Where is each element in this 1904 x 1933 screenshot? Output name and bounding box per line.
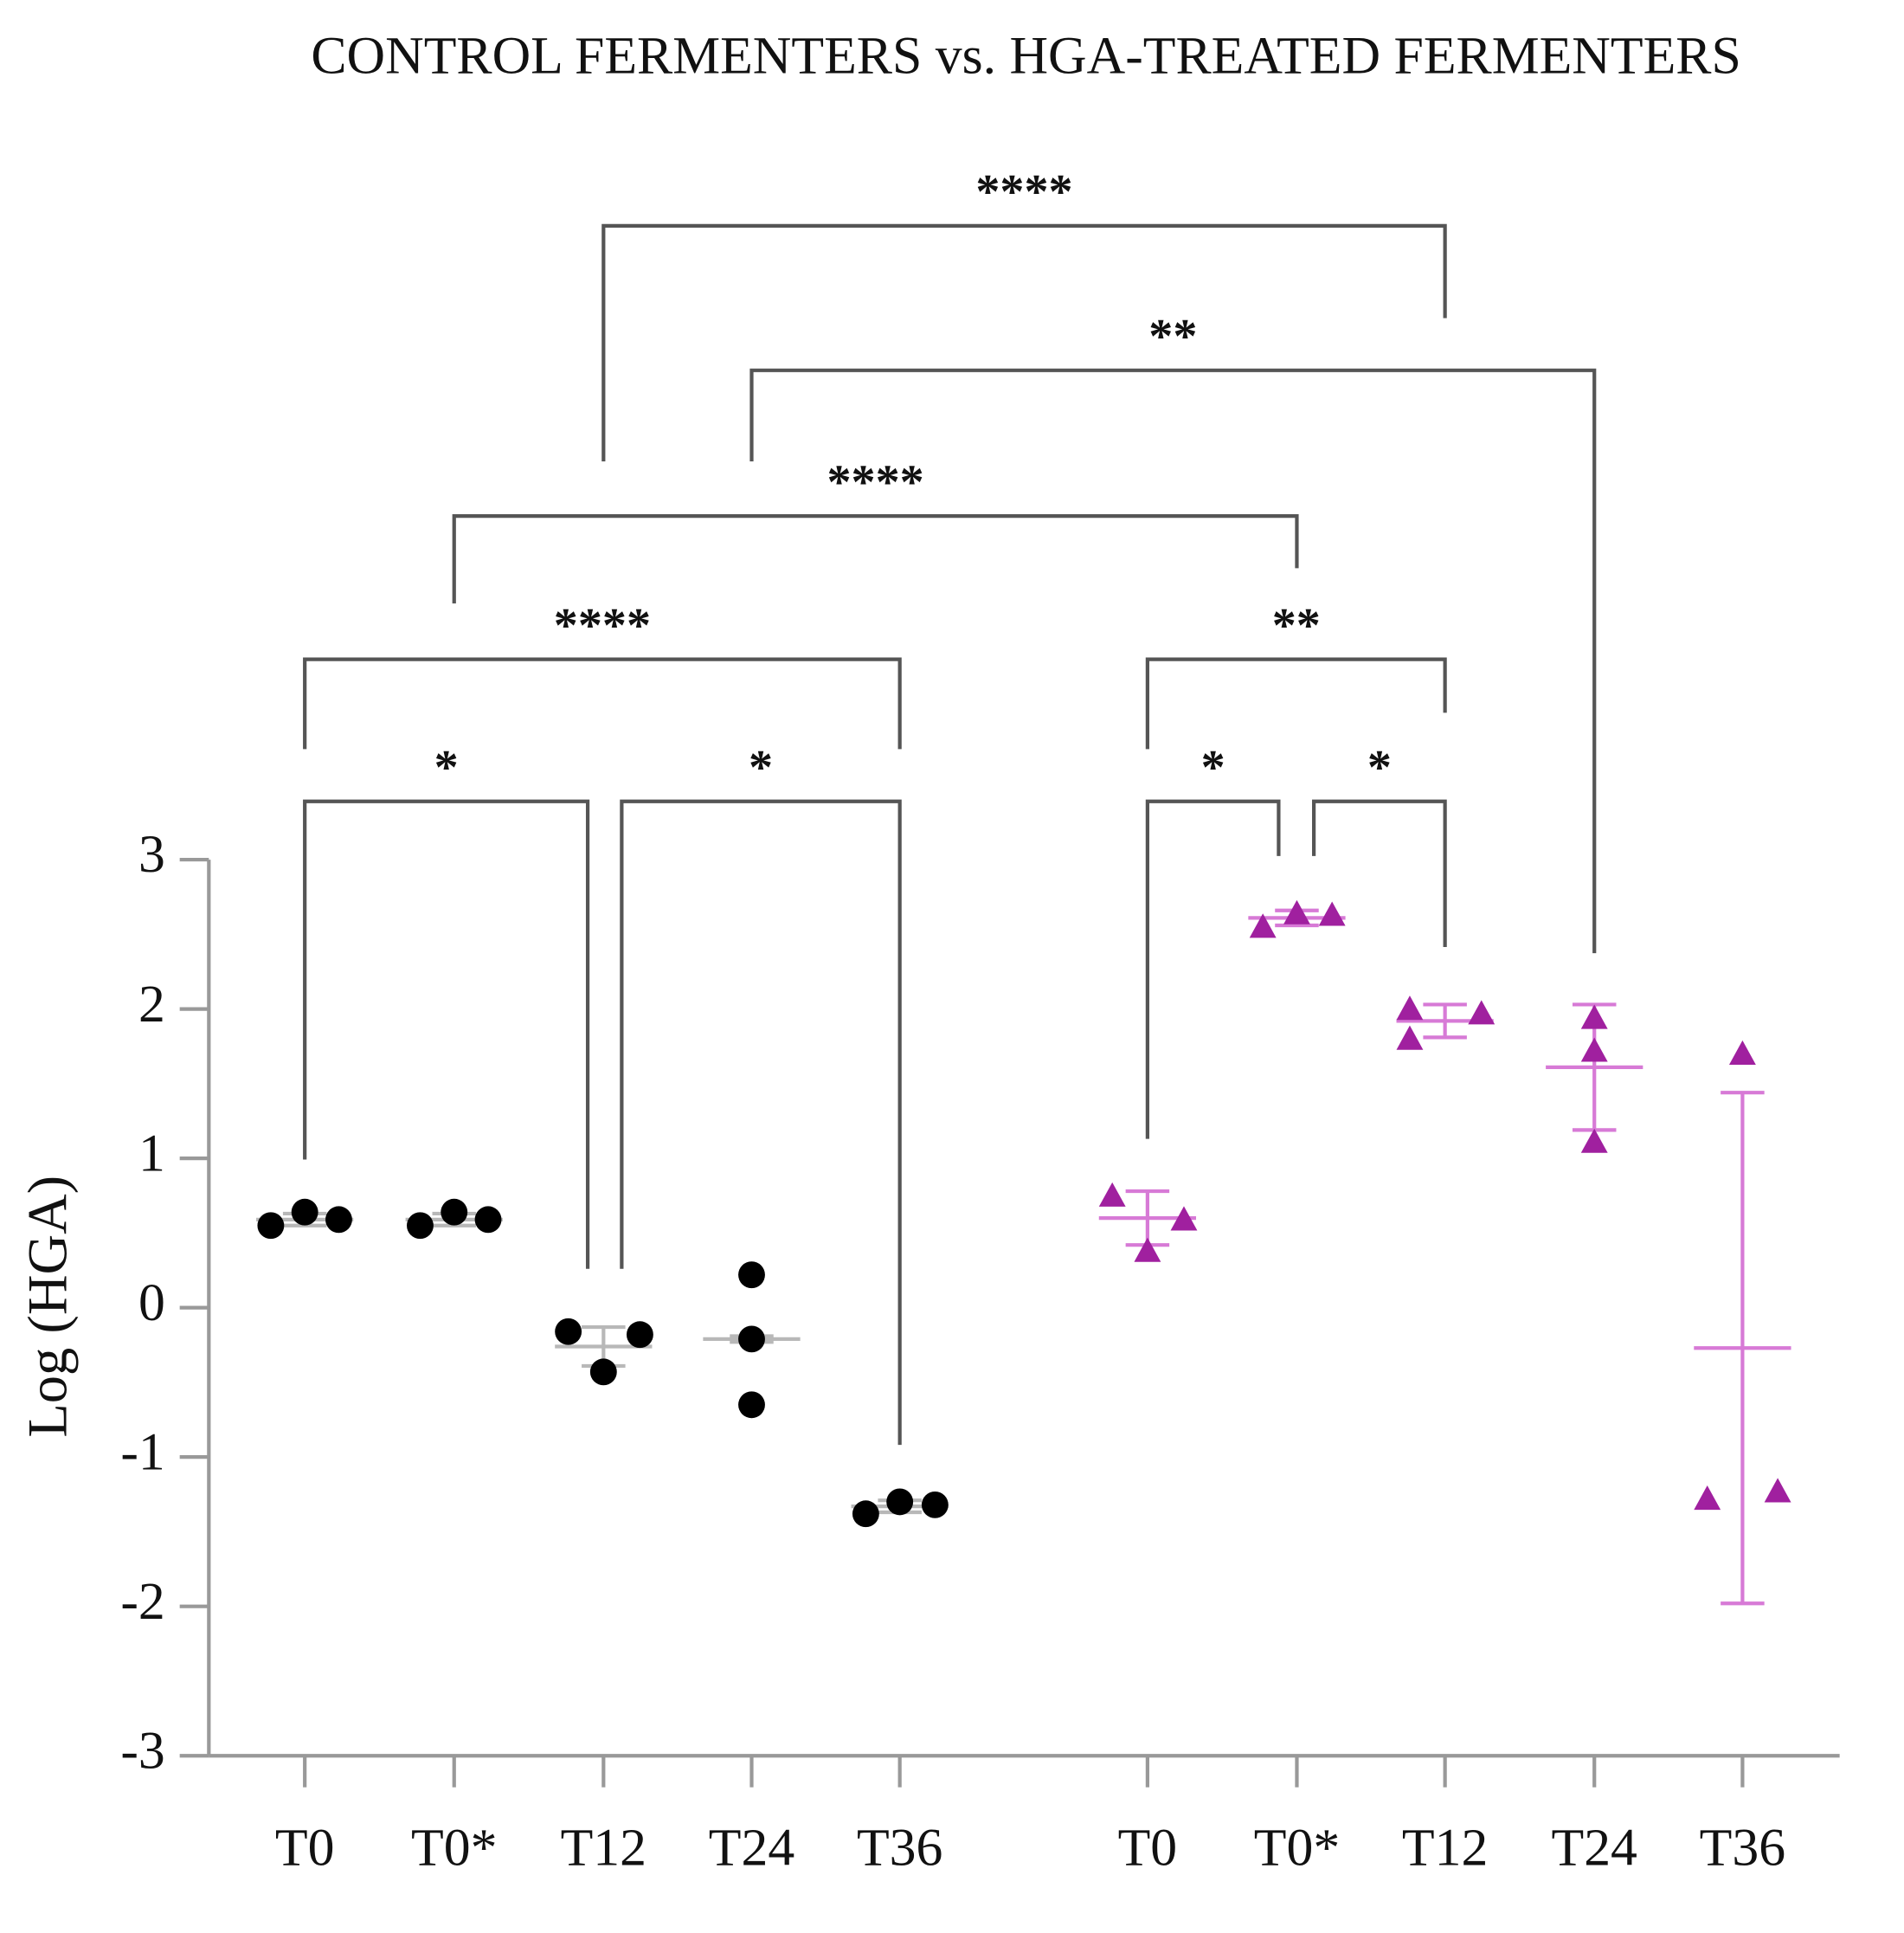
data-point [1396, 995, 1424, 1021]
significance-bracket [303, 657, 902, 750]
chart-title: CONTROL FERMENTERS vs. HGA-TREATED FERME… [311, 26, 1740, 85]
significance-bracket [1145, 799, 1281, 1139]
y-axis-label: Log (HGA) [16, 1176, 79, 1438]
data-point [852, 1500, 879, 1528]
data-point [291, 1198, 318, 1226]
data-point [1098, 1182, 1126, 1207]
significance-bracket [303, 799, 590, 1269]
significance-label: ** [1148, 310, 1197, 364]
data-point [921, 1491, 949, 1518]
significance-label: **** [827, 455, 923, 509]
data-point [555, 1318, 582, 1345]
data-point [1134, 1237, 1161, 1262]
y-tick-label: -1 [120, 1422, 164, 1481]
data-point [1764, 1478, 1791, 1503]
data-point [626, 1321, 653, 1349]
y-tick-label: 1 [138, 1124, 165, 1182]
significance-label: * [1201, 741, 1225, 795]
significance-label: * [434, 741, 459, 795]
significance-label: ** [1272, 599, 1321, 653]
x-tick-label: T24 [1552, 1819, 1637, 1878]
significance-bracket [620, 799, 902, 1446]
data-point [589, 1358, 617, 1386]
data-point [1283, 899, 1310, 925]
data-point [1580, 1037, 1608, 1062]
data-point [886, 1488, 914, 1516]
significance-bracket [749, 368, 1597, 954]
data-point [738, 1391, 765, 1419]
x-tick-label: T24 [709, 1819, 794, 1878]
x-tick-label: T0 [1118, 1819, 1178, 1878]
y-tick-label: 0 [138, 1273, 165, 1332]
data-point [441, 1198, 468, 1226]
data-point [1249, 913, 1277, 938]
significance-label: * [749, 741, 773, 795]
data-point [474, 1206, 502, 1234]
y-tick-label: 2 [138, 975, 165, 1034]
y-tick-label: -2 [120, 1572, 164, 1631]
data-point [1318, 901, 1346, 926]
data-point [738, 1325, 765, 1353]
data-point [325, 1206, 352, 1234]
significance-label: **** [554, 599, 651, 653]
data-point [1580, 1128, 1608, 1153]
x-tick-label: T0* [1254, 1819, 1340, 1878]
x-tick-label: T36 [857, 1819, 942, 1878]
data-point [738, 1261, 765, 1289]
significance-bracket [1312, 799, 1447, 948]
data-point [1580, 1004, 1608, 1029]
x-tick-label: T0* [411, 1819, 497, 1878]
x-tick-label: T12 [1402, 1819, 1488, 1878]
data-point [1396, 1025, 1424, 1050]
x-tick-label: T36 [1700, 1819, 1785, 1878]
significance-bracket [601, 223, 1447, 462]
data-point [1170, 1206, 1198, 1231]
significance-bracket [452, 514, 1299, 604]
significance-label: **** [975, 165, 1072, 219]
data-point [1728, 1040, 1756, 1065]
x-tick-label: T12 [561, 1819, 646, 1878]
data-point [1468, 1000, 1496, 1025]
data-point [1694, 1485, 1721, 1511]
data-point [257, 1212, 285, 1240]
data-point [407, 1212, 434, 1240]
x-tick-label: T0 [275, 1819, 335, 1878]
significance-label: * [1367, 741, 1392, 795]
significance-bracket [1145, 657, 1447, 750]
y-tick-label: 3 [138, 825, 165, 884]
y-tick-label: -3 [120, 1721, 164, 1780]
